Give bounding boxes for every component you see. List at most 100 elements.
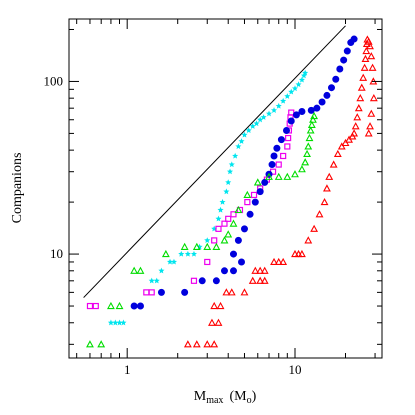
- data-point: [238, 258, 246, 266]
- y-tick-label: 10: [50, 246, 63, 261]
- data-point: [298, 249, 306, 258]
- data-point: [238, 138, 245, 144]
- data-point: [356, 94, 365, 102]
- data-point: [210, 340, 219, 348]
- y-axis-title: Companions: [10, 153, 25, 224]
- data-point: [307, 120, 316, 128]
- data-point: [170, 258, 178, 265]
- data-point: [192, 242, 201, 250]
- data-point: [148, 277, 155, 284]
- data-point: [277, 136, 285, 144]
- data-point: [354, 104, 363, 112]
- data-point: [368, 63, 377, 71]
- data-point: [251, 198, 259, 206]
- data-point: [226, 168, 234, 175]
- data-point: [265, 172, 273, 180]
- data-point: [215, 225, 222, 232]
- data-point: [251, 266, 260, 274]
- data-point: [97, 340, 106, 348]
- data-point: [223, 188, 230, 195]
- data-point: [115, 301, 124, 310]
- data-point: [203, 340, 212, 348]
- data-point: [318, 98, 326, 106]
- x-axis-title-unit-close: ): [252, 389, 257, 404]
- data-point: [180, 242, 189, 250]
- data-point: [369, 94, 378, 102]
- data-point: [295, 81, 302, 88]
- data-point: [274, 172, 283, 180]
- data-point: [364, 37, 373, 45]
- data-point: [244, 199, 251, 206]
- data-point: [120, 319, 127, 326]
- data-point: [315, 210, 324, 218]
- data-point: [183, 340, 192, 348]
- data-point: [350, 129, 359, 137]
- data-point: [325, 172, 334, 180]
- data-point: [227, 288, 236, 296]
- data-marks: [86, 35, 378, 348]
- data-point: [181, 288, 189, 296]
- data-point: [136, 266, 145, 274]
- data-point: [208, 318, 216, 326]
- data-point: [158, 267, 165, 274]
- data-point: [327, 84, 335, 92]
- series-2: [130, 35, 358, 310]
- data-point: [275, 161, 282, 168]
- data-point: [204, 258, 211, 266]
- data-point: [241, 131, 248, 138]
- data-point: [107, 319, 114, 326]
- data-point: [323, 91, 331, 99]
- x-axis-title-main: M: [194, 389, 207, 404]
- data-point: [284, 93, 291, 99]
- data-point: [229, 267, 237, 275]
- data-point: [291, 170, 299, 178]
- data-point: [260, 266, 269, 274]
- data-point: [220, 267, 228, 275]
- data-point: [336, 65, 344, 73]
- data-point: [341, 138, 350, 147]
- data-point: [215, 215, 222, 222]
- data-point: [222, 288, 231, 296]
- data-point: [298, 76, 305, 83]
- data-point: [366, 122, 374, 130]
- data-point: [304, 142, 313, 150]
- data-point: [292, 111, 300, 119]
- data-point: [210, 301, 219, 310]
- data-point: [229, 219, 238, 227]
- x-axis-title-subscript: max: [206, 395, 223, 406]
- series-4: [183, 35, 378, 348]
- data-point: [305, 133, 314, 142]
- data-point: [367, 52, 376, 60]
- data-point: [153, 277, 160, 284]
- x-axis-title: Mmax (Mo): [194, 389, 257, 406]
- data-point: [221, 220, 228, 227]
- data-point: [260, 276, 269, 284]
- plot-area: [83, 25, 346, 298]
- x-tick-label: 1: [124, 362, 131, 377]
- data-point: [257, 116, 264, 123]
- data-point: [353, 113, 362, 121]
- data-point: [184, 250, 191, 257]
- data-point: [343, 47, 351, 55]
- data-point: [161, 249, 170, 258]
- data-point: [211, 237, 218, 244]
- data-point: [229, 250, 237, 258]
- data-point: [283, 172, 292, 180]
- data-point: [287, 117, 295, 125]
- data-point: [350, 35, 358, 43]
- data-point: [304, 236, 313, 244]
- data-point: [240, 288, 249, 296]
- data-point: [212, 277, 220, 285]
- data-point: [275, 102, 282, 109]
- data-point: [260, 114, 267, 120]
- data-point: [323, 184, 331, 192]
- data-point: [360, 63, 369, 71]
- data-point: [256, 276, 265, 284]
- data-point: [301, 158, 310, 166]
- data-point: [245, 127, 252, 134]
- x-axis-title-unit-subscript: o: [247, 395, 252, 406]
- data-point: [143, 289, 150, 296]
- data-point: [298, 165, 306, 173]
- data-point: [178, 250, 185, 257]
